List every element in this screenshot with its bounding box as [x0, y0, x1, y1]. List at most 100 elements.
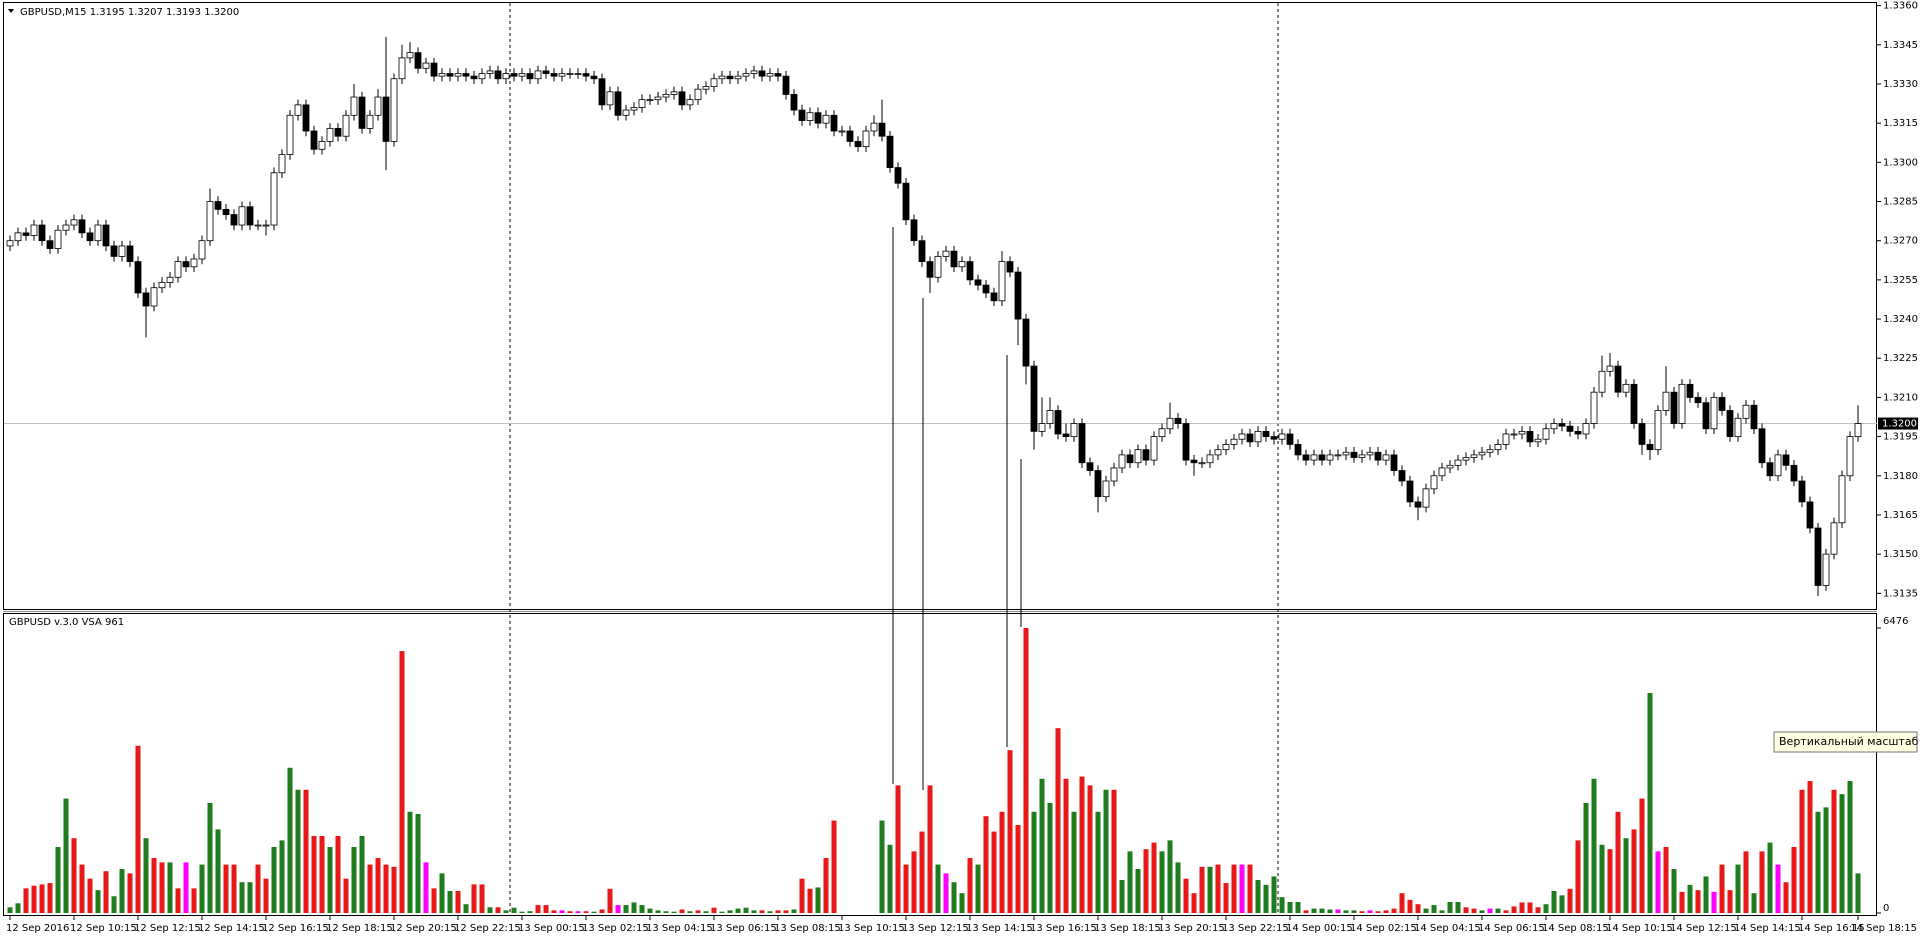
candle-body [1678, 383, 1686, 424]
candle-body [1742, 404, 1750, 419]
candle-body [1326, 454, 1334, 461]
volume-bar [903, 864, 909, 913]
volume-bar [1527, 902, 1533, 913]
volume-bar [711, 907, 717, 913]
candle-body [1238, 433, 1246, 440]
candle-body [670, 91, 678, 95]
candle-body [958, 261, 966, 268]
candle-body [62, 224, 70, 231]
volume-bar [967, 857, 973, 913]
candle-body [1534, 438, 1542, 443]
volume-bar [175, 888, 181, 913]
candle-body [54, 229, 62, 249]
volume-bar [1807, 780, 1813, 913]
volume-bar [1567, 888, 1573, 913]
volume-bar [1383, 910, 1389, 913]
candle-body [782, 75, 790, 95]
candle-body [1150, 436, 1158, 461]
volume-bar [983, 816, 989, 913]
candle-body [334, 127, 342, 137]
volume-bar [1239, 864, 1245, 913]
volume-bar [1375, 911, 1381, 913]
volume-bar [1815, 811, 1821, 913]
candle-body [1198, 462, 1206, 465]
volume-bar [1439, 910, 1445, 913]
y-tick-label: 1.3315 [1883, 118, 1918, 129]
volume-bar [599, 909, 605, 913]
volume-bar [1719, 864, 1725, 913]
volume-bar [1575, 840, 1581, 913]
volume-bar [1847, 780, 1853, 913]
y-tick-label: 1.3165 [1883, 510, 1918, 521]
candle-body [1470, 454, 1478, 458]
volume-bar [1431, 905, 1437, 913]
x-tick-label: 13 Sep 00:15 [518, 923, 585, 934]
candle-body [1622, 383, 1630, 393]
candle-body [1590, 391, 1598, 424]
volume-bar [719, 911, 725, 913]
candle-body [686, 99, 694, 106]
candle-body [1110, 467, 1118, 482]
volume-bar [255, 864, 261, 913]
volume-bar [1159, 851, 1165, 913]
candle-body [1454, 459, 1462, 466]
volume-bar [607, 888, 613, 913]
x-tick-label: 13 Sep 02:15 [582, 923, 649, 934]
volume-bar [367, 864, 373, 913]
volume-bar [1015, 824, 1021, 913]
volume-bar [1151, 842, 1157, 913]
candle-body [1438, 467, 1446, 477]
candle-body [30, 224, 38, 236]
x-tick-label: 13 Sep 16:15 [1030, 923, 1097, 934]
volume-bar [103, 871, 109, 913]
candle-body [366, 114, 374, 129]
candle-body [974, 279, 982, 286]
volume-bar [1127, 851, 1133, 913]
volume-bar [631, 902, 637, 913]
volume-bar [695, 910, 701, 913]
y-tick-label: 1.3300 [1883, 157, 1918, 168]
y-tick-label: 1.3225 [1883, 353, 1918, 364]
candle-body [1582, 423, 1590, 435]
candle-body [1030, 365, 1038, 432]
candle-body [1646, 444, 1654, 451]
candle-body [1630, 383, 1638, 424]
candle-body [1766, 462, 1774, 477]
candle-body [742, 73, 750, 77]
candle-body [1366, 451, 1374, 456]
volume-bar [727, 910, 733, 913]
volume-bar [1671, 868, 1677, 913]
menu-arrow[interactable] [8, 9, 14, 13]
candle-body [1014, 271, 1022, 320]
candle-body [1526, 430, 1534, 443]
candle-body [1126, 454, 1134, 464]
candle-body [1262, 430, 1270, 438]
candle-body [590, 75, 598, 80]
volume-bar [399, 651, 405, 913]
candle-body [174, 261, 182, 278]
volume-bar [167, 862, 173, 913]
candle-body [1518, 430, 1526, 435]
candle-body [486, 70, 494, 74]
candle-body [1726, 410, 1734, 438]
volume-bar [1247, 864, 1253, 913]
candle-body [758, 70, 766, 77]
volume-bar [1591, 778, 1597, 913]
candle-body [574, 73, 582, 75]
volume-bar [1071, 811, 1077, 913]
candle-body [166, 276, 174, 283]
candle-body [318, 141, 326, 150]
volume-bar [1711, 891, 1717, 913]
volume-bar [1343, 910, 1349, 913]
candle-body [870, 122, 878, 132]
x-tick-label: 14 Sep 16:15 [1798, 923, 1865, 934]
volume-bar [1607, 849, 1613, 913]
candle-body [1022, 318, 1030, 367]
volume-bar [759, 910, 765, 913]
volume-bar [1615, 811, 1621, 913]
x-tick-label: 13 Sep 12:15 [902, 923, 969, 934]
volume-bar [655, 910, 661, 913]
volume-bar [471, 884, 477, 913]
candle-body [1686, 383, 1694, 398]
volume-bar [527, 911, 533, 913]
